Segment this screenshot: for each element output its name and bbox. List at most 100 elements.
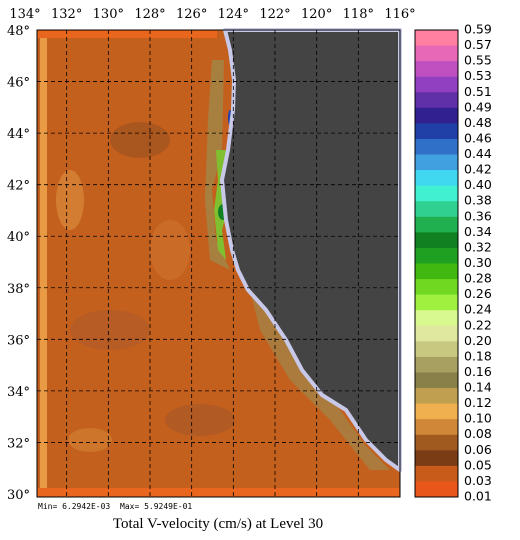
colorbar-swatch	[415, 92, 458, 109]
lon-label: 134°	[9, 7, 40, 22]
colorbar-label: 0.05	[464, 457, 492, 472]
colorbar-label: 0.24	[464, 302, 492, 317]
lat-label: 48°	[7, 24, 30, 39]
colorbar-label: 0.03	[464, 473, 492, 488]
colorbar-swatch	[415, 232, 458, 249]
lon-label: 126°	[176, 7, 207, 22]
lat-label: 32°	[7, 436, 30, 451]
colorbar-swatch	[415, 45, 458, 62]
lon-label: 132°	[51, 7, 82, 22]
colorbar-label: 0.22	[464, 317, 492, 332]
colorbar-swatch	[415, 419, 458, 436]
colorbar-swatch	[415, 450, 458, 467]
colorbar-label: 0.30	[464, 255, 492, 270]
colorbar-label: 0.32	[464, 239, 492, 254]
colorbar-swatch	[415, 263, 458, 280]
lat-label: 36°	[7, 333, 30, 348]
lat-label: 34°	[7, 385, 30, 400]
colorbar-swatch	[415, 294, 458, 311]
lat-label: 30°	[7, 488, 30, 503]
colorbar-frame	[414, 29, 459, 498]
colorbar-swatch	[415, 154, 458, 171]
colorbar-swatch	[415, 325, 458, 342]
field	[36, 28, 402, 498]
field-patch	[70, 310, 150, 350]
colorbar-label: 0.42	[464, 162, 492, 177]
ocean-edge	[37, 30, 217, 38]
colorbar-swatch	[415, 185, 458, 202]
colorbar-swatch	[415, 123, 458, 140]
colorbar-swatch	[415, 107, 458, 124]
colorbar-label: 0.46	[464, 130, 492, 145]
colorbar-swatch	[415, 76, 458, 93]
colorbar-swatch	[415, 388, 458, 405]
title: Total V-velocity (cm/s) at Level 30	[113, 516, 323, 532]
colorbar-label: 0.06	[464, 442, 492, 457]
lat-label: 40°	[7, 230, 30, 245]
colorbar-swatch	[415, 341, 458, 358]
colorbar-swatch	[415, 201, 458, 218]
land	[220, 28, 402, 472]
lon-label: 128°	[134, 7, 165, 22]
lon-label: 118°	[343, 7, 374, 22]
lat-label: 46°	[7, 76, 30, 91]
colorbar-swatch	[415, 481, 458, 498]
colorbar-label: 0.20	[464, 333, 492, 348]
colorbar-label: 0.08	[464, 426, 492, 441]
field-patch	[150, 220, 190, 280]
colorbar-swatch	[415, 356, 458, 373]
lon-label: 130°	[93, 7, 124, 22]
colorbar-swatch	[415, 434, 458, 451]
field-patch	[56, 170, 84, 230]
colorbar-label: 0.40	[464, 177, 492, 192]
colorbar-label: 0.01	[464, 489, 492, 504]
ocean-edge	[40, 38, 47, 488]
colorbar-swatch	[415, 170, 458, 187]
ocean-edge	[37, 488, 400, 497]
colorbar-swatch	[415, 465, 458, 482]
map-frame	[36, 29, 401, 498]
field-patch	[110, 122, 170, 158]
grid	[37, 30, 400, 497]
lon-label: 124°	[218, 7, 249, 22]
colorbar-swatch	[415, 403, 458, 420]
lat-label: 44°	[7, 127, 30, 142]
lat-label: 38°	[7, 282, 30, 297]
colorbar-swatch	[415, 138, 458, 156]
colorbar-label: 0.18	[464, 348, 492, 363]
colorbar-swatch	[415, 279, 458, 296]
colorbar-label: 0.26	[464, 286, 492, 301]
colorbar-label: 0.34	[464, 224, 492, 239]
max-text: Max= 5.9249E-01	[120, 502, 192, 511]
colorbar-label: 0.28	[464, 271, 492, 286]
field-patch	[165, 404, 235, 436]
colorbar-label: 0.12	[464, 395, 492, 410]
colorbar-swatch	[415, 310, 458, 327]
colorbar-label: 0.10	[464, 411, 492, 426]
lon-label: 122°	[259, 7, 290, 22]
lat-label: 42°	[7, 179, 30, 194]
colorbar-swatch	[415, 30, 458, 47]
colorbar-label: 0.44	[464, 146, 492, 161]
lon-label: 116°	[384, 7, 415, 22]
colorbar-swatch	[415, 247, 458, 264]
colorbar-swatch	[415, 216, 458, 233]
colorbar-label: 0.51	[464, 84, 492, 99]
colorbar-label: 0.38	[464, 193, 492, 208]
colorbar-label: 0.16	[464, 364, 492, 379]
colorbar-label: 0.48	[464, 115, 492, 130]
labels: 134° 132° 130° 128° 126° 124° 122° 120° 118° 116°…	[7, 7, 416, 503]
colorbar-label: 0.55	[464, 53, 492, 68]
lon-label: 120°	[301, 7, 332, 22]
colorbar-label: 0.53	[464, 68, 492, 83]
min-text: Min= 6.2942E-03	[38, 502, 110, 511]
colorbar-label: 0.49	[464, 99, 492, 114]
colorbar-label: 0.57	[464, 37, 492, 52]
colorbar-swatch	[415, 61, 458, 78]
field-patch	[68, 428, 112, 452]
colorbar-label: 0.36	[464, 208, 492, 223]
colorbar-label: 0.14	[464, 380, 492, 395]
colorbar-label: 0.59	[464, 22, 492, 37]
colorbar: 0.590.570.550.530.510.490.480.460.440.42…	[414, 22, 492, 504]
